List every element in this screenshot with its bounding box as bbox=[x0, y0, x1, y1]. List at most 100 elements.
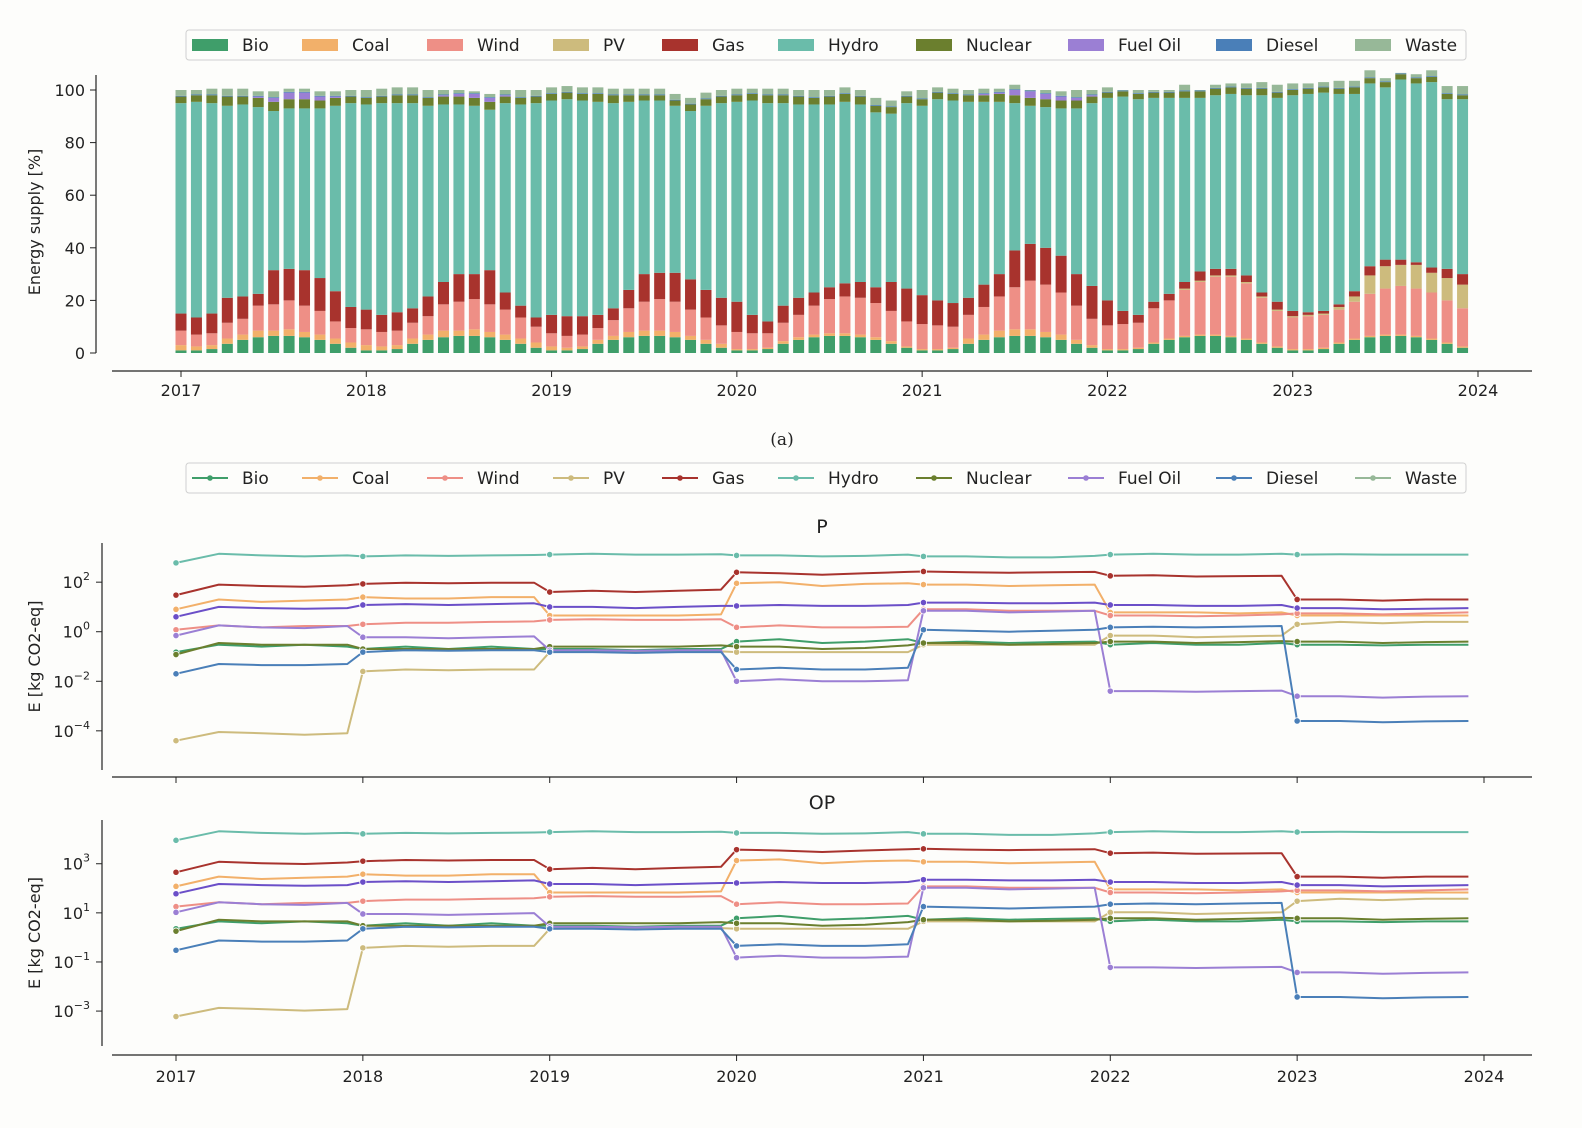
bar-wind bbox=[314, 310, 326, 335]
bar-coal bbox=[1163, 338, 1175, 340]
marker-hydro bbox=[1106, 550, 1114, 559]
y-tick-base: 10 bbox=[53, 672, 73, 691]
bar-nuclear bbox=[299, 99, 311, 109]
bar-nuclear bbox=[808, 97, 820, 105]
marker-nuclear bbox=[919, 639, 928, 647]
bar-waste bbox=[901, 91, 913, 96]
bar-waste bbox=[715, 90, 727, 96]
line-nuclear bbox=[175, 640, 1469, 656]
bar-bio bbox=[993, 337, 1005, 353]
bar-bio bbox=[422, 339, 434, 353]
bar-coal bbox=[1271, 346, 1283, 348]
bar-wind bbox=[515, 317, 527, 339]
marker-fuel-oil bbox=[359, 633, 367, 641]
bar-hydro bbox=[777, 103, 789, 306]
legend-label-gas: Gas bbox=[712, 36, 745, 56]
bar-wind bbox=[746, 333, 758, 350]
bar-gas bbox=[1302, 312, 1314, 315]
y-tick-exponent: −4 bbox=[74, 719, 90, 732]
bar-diesel bbox=[1101, 91, 1113, 93]
bar-waste bbox=[762, 88, 774, 95]
bar-coal bbox=[561, 347, 573, 351]
bar-coal bbox=[1333, 342, 1345, 344]
bar-gas bbox=[499, 292, 511, 310]
bar-diesel bbox=[916, 98, 928, 100]
bar-bio bbox=[237, 339, 249, 353]
bar-gas bbox=[1364, 266, 1376, 276]
bar-fuel-oil bbox=[1009, 90, 1021, 96]
bar-nuclear bbox=[314, 100, 326, 109]
marker-fuel-oil bbox=[1106, 963, 1114, 972]
bar-waste bbox=[1395, 72, 1407, 74]
bar-hydro bbox=[283, 108, 295, 269]
bar-diesel bbox=[546, 93, 558, 94]
bar-waste bbox=[854, 90, 866, 96]
bar-nuclear bbox=[1132, 93, 1144, 100]
bar-fuel-oil bbox=[437, 95, 449, 97]
marker-diesel bbox=[919, 626, 928, 634]
legend-marker-fuel-oil bbox=[1083, 475, 1089, 481]
bar-wind bbox=[854, 297, 866, 335]
bar-hydro bbox=[1333, 93, 1345, 305]
bar-nuclear bbox=[468, 97, 480, 106]
bar-bio bbox=[592, 343, 604, 353]
bar-gas bbox=[731, 301, 743, 332]
bar-wind bbox=[530, 326, 542, 343]
bar-bio bbox=[484, 337, 496, 353]
marker-waste bbox=[1106, 601, 1114, 609]
bar-waste bbox=[669, 93, 681, 100]
bar-bio bbox=[1395, 335, 1407, 353]
bar-gas bbox=[1009, 250, 1021, 288]
bar-waste bbox=[623, 88, 635, 95]
bar-coal bbox=[808, 334, 820, 338]
bar-hydro bbox=[793, 104, 805, 298]
bar-hydro bbox=[916, 105, 928, 296]
bar-diesel bbox=[484, 97, 496, 98]
marker-waste bbox=[546, 880, 554, 888]
bar-gas bbox=[1148, 301, 1160, 309]
bar-diesel bbox=[437, 94, 449, 96]
bar-coal bbox=[1148, 342, 1160, 344]
marker-waste bbox=[546, 603, 554, 611]
marker-hydro bbox=[359, 830, 367, 838]
bar-bio bbox=[1210, 335, 1222, 353]
legend-frame bbox=[185, 462, 1467, 494]
x-tick-label: 2017 bbox=[161, 381, 202, 400]
bar-diesel bbox=[1348, 86, 1360, 88]
bar-hydro bbox=[746, 100, 758, 315]
bar-diesel bbox=[175, 95, 187, 97]
marker-coal bbox=[172, 605, 180, 613]
bar-coal bbox=[422, 334, 434, 340]
bar-gas bbox=[1179, 281, 1191, 289]
bar-diesel bbox=[947, 93, 959, 94]
bar-waste bbox=[1256, 82, 1268, 88]
bar-coal bbox=[793, 337, 805, 340]
bar-bio bbox=[1086, 347, 1098, 353]
bar-hydro bbox=[1410, 83, 1422, 263]
bar-diesel bbox=[1071, 97, 1083, 98]
bar-waste bbox=[422, 90, 434, 98]
marker-hydro bbox=[1106, 828, 1114, 836]
bar-diesel bbox=[1117, 90, 1129, 92]
bar-nuclear bbox=[1086, 96, 1098, 104]
bar-hydro bbox=[515, 104, 527, 306]
bar-bio bbox=[1055, 339, 1067, 353]
bar-hydro bbox=[1395, 79, 1407, 260]
legend-label-hydro: Hydro bbox=[828, 36, 879, 56]
bar-gas bbox=[561, 316, 573, 336]
marker-waste bbox=[1293, 881, 1301, 889]
line-waste bbox=[175, 601, 1469, 618]
bar-gas bbox=[391, 312, 403, 331]
bar-hydro bbox=[654, 100, 666, 273]
bar-nuclear bbox=[1009, 95, 1021, 104]
bar-nuclear bbox=[376, 96, 388, 104]
bar-pv bbox=[1256, 296, 1268, 298]
bar-fuel-oil bbox=[1024, 91, 1036, 98]
bar-coal bbox=[685, 335, 697, 340]
bar-gas bbox=[1333, 304, 1345, 307]
legend-label-fuel-oil: Fuel Oil bbox=[1118, 469, 1181, 489]
bar-coal bbox=[1024, 329, 1036, 336]
marker-waste bbox=[732, 879, 741, 887]
bar-hydro bbox=[190, 101, 202, 318]
bar-wind bbox=[1333, 309, 1345, 343]
